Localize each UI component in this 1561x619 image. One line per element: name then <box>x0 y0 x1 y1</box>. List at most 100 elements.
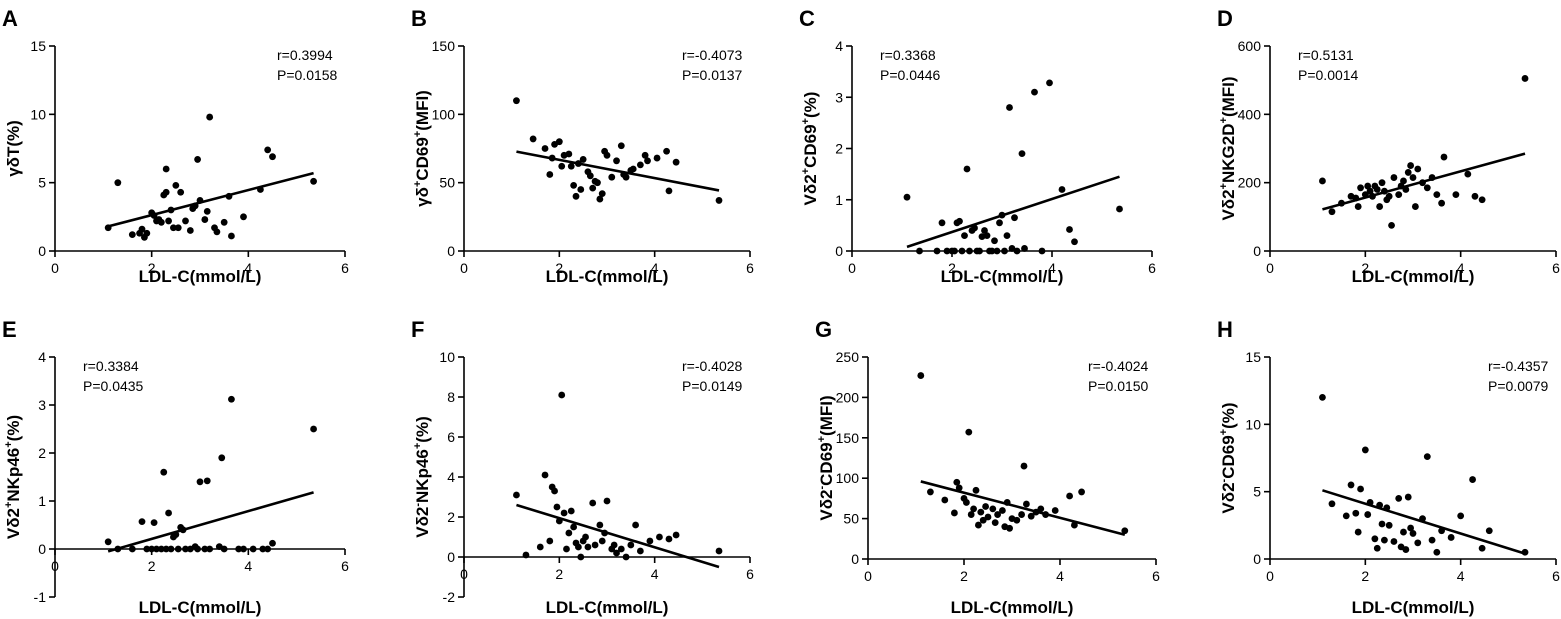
data-point <box>598 190 606 198</box>
data-point <box>513 97 520 105</box>
y-tick-label: 0 <box>835 243 843 259</box>
data-point <box>206 113 214 121</box>
data-point <box>951 509 958 517</box>
correlation-r: r=0.3368 <box>880 47 936 63</box>
x-tick-label: 0 <box>1266 260 1274 276</box>
y-tick-label: -1 <box>34 589 47 605</box>
p-value: P=0.0150 <box>1088 378 1149 394</box>
data-point <box>613 549 620 557</box>
y-tick-label: 0 <box>1253 243 1261 259</box>
y-tick-label: 15 <box>1245 349 1261 365</box>
data-point <box>646 537 654 545</box>
p-value: P=0.0435 <box>83 378 144 394</box>
data-point <box>546 537 554 545</box>
data-point <box>1381 187 1388 195</box>
data-point <box>104 224 112 232</box>
data-point <box>558 391 566 399</box>
data-point <box>989 505 997 513</box>
x-tick-label: 2 <box>1361 568 1369 584</box>
y-axis-title-part: (%) <box>413 416 432 442</box>
data-point <box>560 509 568 517</box>
data-point <box>310 425 317 433</box>
data-point <box>201 216 209 223</box>
data-point <box>1013 247 1021 255</box>
data-point <box>965 428 973 436</box>
x-tick-label: 6 <box>1148 260 1156 276</box>
data-point <box>613 157 620 165</box>
y-axis-title-superscript: + <box>412 181 424 187</box>
y-axis-title-superscript: - <box>412 503 424 507</box>
data-point <box>1328 500 1336 508</box>
data-point <box>1006 524 1013 532</box>
data-point <box>165 217 172 225</box>
data-point <box>933 247 941 255</box>
y-axis-title-superscript: + <box>1218 429 1230 435</box>
data-point <box>1404 493 1412 501</box>
data-point <box>1383 504 1391 512</box>
data-point <box>563 545 570 553</box>
p-value: P=0.0446 <box>880 67 941 83</box>
data-point <box>963 499 970 506</box>
x-axis-title: LDL-C(mmol/L) <box>1352 267 1475 286</box>
data-point <box>1471 192 1479 200</box>
data-point <box>1404 169 1412 176</box>
y-tick-label: 0 <box>447 243 455 259</box>
correlation-r: r=0.5131 <box>1298 47 1354 63</box>
data-point <box>596 521 604 529</box>
y-tick-label: 0 <box>447 549 455 565</box>
data-point <box>610 541 618 549</box>
data-point <box>162 188 170 196</box>
data-point <box>941 496 949 504</box>
data-point <box>1438 527 1445 535</box>
data-point <box>970 505 977 513</box>
y-tick-label: 5 <box>1253 484 1261 500</box>
data-point <box>603 497 611 505</box>
data-point <box>1046 79 1053 87</box>
data-point <box>1419 515 1426 522</box>
y-tick-label: 3 <box>38 397 46 413</box>
x-tick-label: 4 <box>651 260 659 276</box>
x-tick-label: 4 <box>1457 568 1465 584</box>
y-axis-title-part: Vδ2 <box>1219 189 1238 220</box>
data-point <box>220 218 228 226</box>
data-point <box>555 138 563 146</box>
data-point <box>191 202 199 210</box>
correlation-r: r=0.3994 <box>277 47 333 63</box>
y-tick-label: 2 <box>447 509 455 525</box>
data-point <box>951 247 958 255</box>
data-point <box>1407 162 1415 169</box>
data-point <box>1342 512 1350 520</box>
y-tick-label: 8 <box>447 389 455 405</box>
data-point <box>1457 512 1465 520</box>
data-point <box>1066 492 1073 500</box>
data-point <box>963 165 971 173</box>
data-point <box>196 197 204 204</box>
data-point <box>162 165 170 173</box>
data-point <box>1469 476 1476 483</box>
data-point <box>1020 462 1028 470</box>
y-axis-title-part: (%) <box>4 415 23 441</box>
y-axis-title-part: Vδ2 <box>801 174 820 205</box>
correlation-r: r=-0.4024 <box>1088 358 1149 374</box>
y-axis-title-part: (MFI) <box>817 395 836 436</box>
data-point <box>1373 186 1381 193</box>
p-value: P=0.0158 <box>277 67 338 83</box>
x-tick-label: 6 <box>746 566 754 582</box>
data-point <box>598 537 606 545</box>
data-point <box>938 219 946 227</box>
y-axis-title: γδT(%) <box>4 120 23 177</box>
x-tick-label: 4 <box>651 566 659 582</box>
data-point <box>1008 245 1016 252</box>
data-point <box>663 147 670 155</box>
x-axis-title: LDL-C(mmol/L) <box>546 598 669 617</box>
data-point <box>656 533 663 541</box>
data-point <box>622 553 630 561</box>
regression-line <box>107 491 314 553</box>
y-tick-label: -2 <box>443 589 456 605</box>
data-point <box>570 523 578 531</box>
y-tick-label: 5 <box>38 175 46 191</box>
y-axis-title-part: Vδ2 <box>4 508 23 539</box>
data-point <box>1521 548 1529 556</box>
data-point <box>1411 203 1419 210</box>
